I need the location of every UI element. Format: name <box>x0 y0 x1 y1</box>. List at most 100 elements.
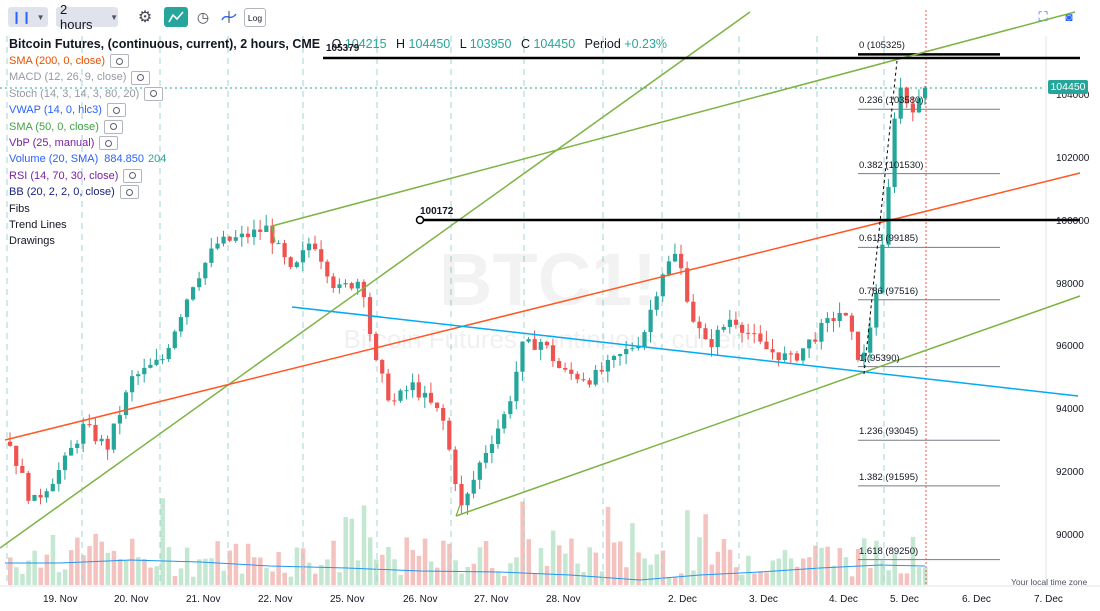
volume-bar <box>672 576 678 585</box>
bar-style-button[interactable]: ❙❙ ▼ <box>8 7 48 27</box>
candle-body <box>319 249 324 262</box>
volume-bar <box>441 540 446 585</box>
candle-body <box>489 444 495 454</box>
candle-body <box>428 392 434 403</box>
settings-button[interactable]: ⚙ <box>134 7 156 27</box>
indicator-list: SMA (200, 0, close) MACD (12, 26, 9, clos… <box>9 53 667 250</box>
indicator-label: SMA (200, 0, close) <box>9 55 105 67</box>
volume-bar <box>733 567 739 585</box>
indicator-row[interactable]: Drawings <box>9 233 667 249</box>
log-scale-button[interactable]: Log <box>244 8 266 27</box>
volume-bar <box>715 551 721 585</box>
indicator-label: Stoch (14, 3, 14, 3, 80, 20) <box>9 87 140 100</box>
candle-body <box>453 449 458 485</box>
volume-bar <box>367 537 373 585</box>
high-value: 104450 <box>408 37 451 51</box>
indicator-row[interactable]: Trend Lines <box>9 217 667 233</box>
fib-level-label: 0.382 (101530) <box>859 159 924 171</box>
candle-body <box>910 103 915 113</box>
indicator-row[interactable]: VbP (25, manual) <box>9 135 667 151</box>
volume-bar <box>32 550 37 585</box>
indicator-label: SMA (50, 0, close) <box>9 120 99 133</box>
candle-body <box>117 415 122 424</box>
line-anchor-handle <box>415 215 425 225</box>
candle-body <box>557 361 562 369</box>
indicator-row[interactable]: Fibs <box>9 201 667 217</box>
eye-icon[interactable] <box>106 103 126 118</box>
compare-button[interactable] <box>218 7 240 27</box>
last-price-tag: 104450 <box>1048 80 1088 94</box>
candle-body <box>709 339 714 348</box>
top-toolbar: ❙❙ ▼ 2 hours ▼ ⚙ ◷ Log ⛶ ◙ <box>0 0 1100 34</box>
volume-bar <box>697 537 702 585</box>
indicator-row[interactable]: SMA (200, 0, close) <box>9 53 667 69</box>
volume-bar <box>550 530 556 585</box>
indicator-row[interactable]: VWAP (14, 0, hlc3) <box>9 102 667 118</box>
volume-bar <box>227 550 233 585</box>
fullscreen-button[interactable]: ⛶ <box>1034 7 1052 27</box>
candle-body <box>471 479 476 494</box>
volume-bar <box>392 559 397 585</box>
volume-bar <box>386 546 391 585</box>
candle-body <box>392 400 397 402</box>
indicator-row[interactable]: Stoch (14, 3, 14, 3, 80, 20) <box>9 86 667 102</box>
volume-bar <box>788 558 794 585</box>
indicator-row[interactable]: BB (20, 2, 2, 0, close) <box>9 184 667 200</box>
period-value: +0.23% <box>624 37 668 51</box>
replay-button[interactable]: ◷ <box>192 7 214 27</box>
volume-bar <box>26 560 31 585</box>
volume-bar <box>69 550 74 585</box>
volume-bar <box>270 571 275 585</box>
candle-body <box>794 353 800 361</box>
volume-bar <box>520 501 525 585</box>
volume-bar <box>862 538 867 585</box>
candle-body <box>666 261 671 275</box>
candle-body <box>465 493 470 506</box>
volume-bar <box>75 537 80 585</box>
symbol-title: Bitcoin Futures, (continuous, current), … <box>9 37 321 51</box>
indicator-row[interactable]: Volume (20, SMA) 884.850 204 <box>9 151 667 167</box>
eye-icon[interactable] <box>144 86 164 101</box>
indicator-row[interactable]: MACD (12, 26, 9, close) <box>9 69 667 85</box>
volume-bar <box>288 576 294 585</box>
eye-icon[interactable] <box>110 54 129 69</box>
volume-bars <box>5 498 928 585</box>
candle-body <box>654 296 659 310</box>
eye-icon[interactable] <box>103 119 123 134</box>
eye-icon[interactable] <box>99 136 119 151</box>
eye-icon[interactable] <box>123 168 143 183</box>
volume-bar <box>184 547 190 585</box>
snapshot-button[interactable]: ◙ <box>1060 7 1078 27</box>
camera-icon: ◙ <box>1065 10 1073 24</box>
volume-bar <box>794 566 800 585</box>
price-tick-label: 90000 <box>1056 530 1084 541</box>
volume-bar <box>538 548 544 585</box>
volume-value: 204 <box>148 153 167 166</box>
time-tick-label: 22. Nov <box>258 594 293 605</box>
time-tick-label: 5. Dec <box>890 594 919 605</box>
volume-bar <box>691 570 696 585</box>
candle-body <box>69 447 74 456</box>
candle-body <box>630 348 635 350</box>
candle-body <box>740 324 745 333</box>
indicators-button[interactable] <box>164 7 188 27</box>
volume-bar <box>471 563 477 585</box>
indicator-row[interactable]: SMA (50, 0, close) <box>9 119 667 135</box>
candle-body <box>496 428 501 445</box>
green-trend-line <box>271 225 276 243</box>
candle-body <box>215 243 220 249</box>
indicator-label: Trend Lines <box>9 218 67 231</box>
indicator-label: MACD (12, 26, 9, close) <box>9 71 127 84</box>
timezone-label[interactable]: Your local time zone <box>1011 577 1088 587</box>
indicator-label: Volume (20, SMA) <box>9 153 99 166</box>
fib-retracement[interactable] <box>858 53 1000 561</box>
eye-icon[interactable] <box>119 185 139 200</box>
price-tick-label: 100000 <box>1056 215 1090 227</box>
trend-lines[interactable] <box>0 11 1081 549</box>
interval-select[interactable]: 2 hours ▼ <box>56 2 118 32</box>
volume-bar <box>587 547 592 585</box>
indicator-row[interactable]: RSI (14, 70, 30, close) <box>9 168 667 184</box>
eye-icon[interactable] <box>131 70 151 85</box>
fib-level-label: 0.786 (97516) <box>859 285 919 297</box>
